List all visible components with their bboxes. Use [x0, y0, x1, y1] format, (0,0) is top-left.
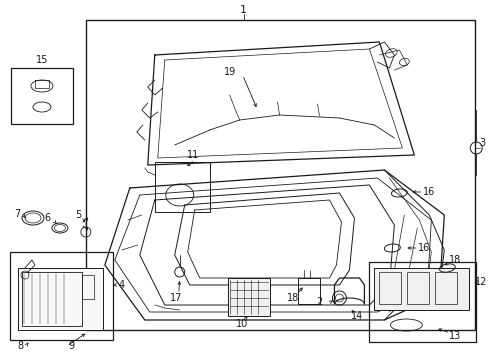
- Text: 15: 15: [36, 55, 48, 65]
- Text: 4: 4: [119, 280, 124, 290]
- Bar: [227, 278, 269, 316]
- Text: 3: 3: [478, 138, 484, 148]
- Text: 18: 18: [287, 293, 299, 303]
- Bar: [434, 272, 456, 304]
- Text: 7: 7: [14, 209, 20, 219]
- Text: 19: 19: [223, 67, 235, 77]
- Bar: [407, 272, 428, 304]
- Text: 1: 1: [240, 5, 246, 15]
- Text: 9: 9: [69, 341, 75, 351]
- Bar: [18, 268, 102, 330]
- Bar: [86, 20, 474, 330]
- Bar: [154, 162, 209, 212]
- Text: 17: 17: [169, 293, 182, 303]
- Text: 16: 16: [422, 187, 434, 197]
- Text: 18: 18: [448, 255, 461, 265]
- Bar: [11, 68, 73, 124]
- Bar: [379, 272, 401, 304]
- Text: 12: 12: [474, 277, 487, 287]
- Text: 5: 5: [75, 210, 81, 220]
- Bar: [22, 272, 81, 326]
- Bar: [297, 278, 319, 304]
- Text: 14: 14: [350, 311, 363, 321]
- Text: 10: 10: [235, 319, 247, 329]
- Bar: [374, 268, 468, 310]
- Text: 8: 8: [17, 341, 23, 351]
- Text: 11: 11: [186, 150, 199, 160]
- Text: 16: 16: [417, 243, 429, 253]
- Text: 6: 6: [45, 213, 51, 223]
- Bar: [368, 262, 475, 342]
- Text: 13: 13: [448, 331, 461, 341]
- Text: 2: 2: [316, 297, 322, 307]
- Bar: [81, 275, 94, 299]
- Bar: [10, 252, 113, 340]
